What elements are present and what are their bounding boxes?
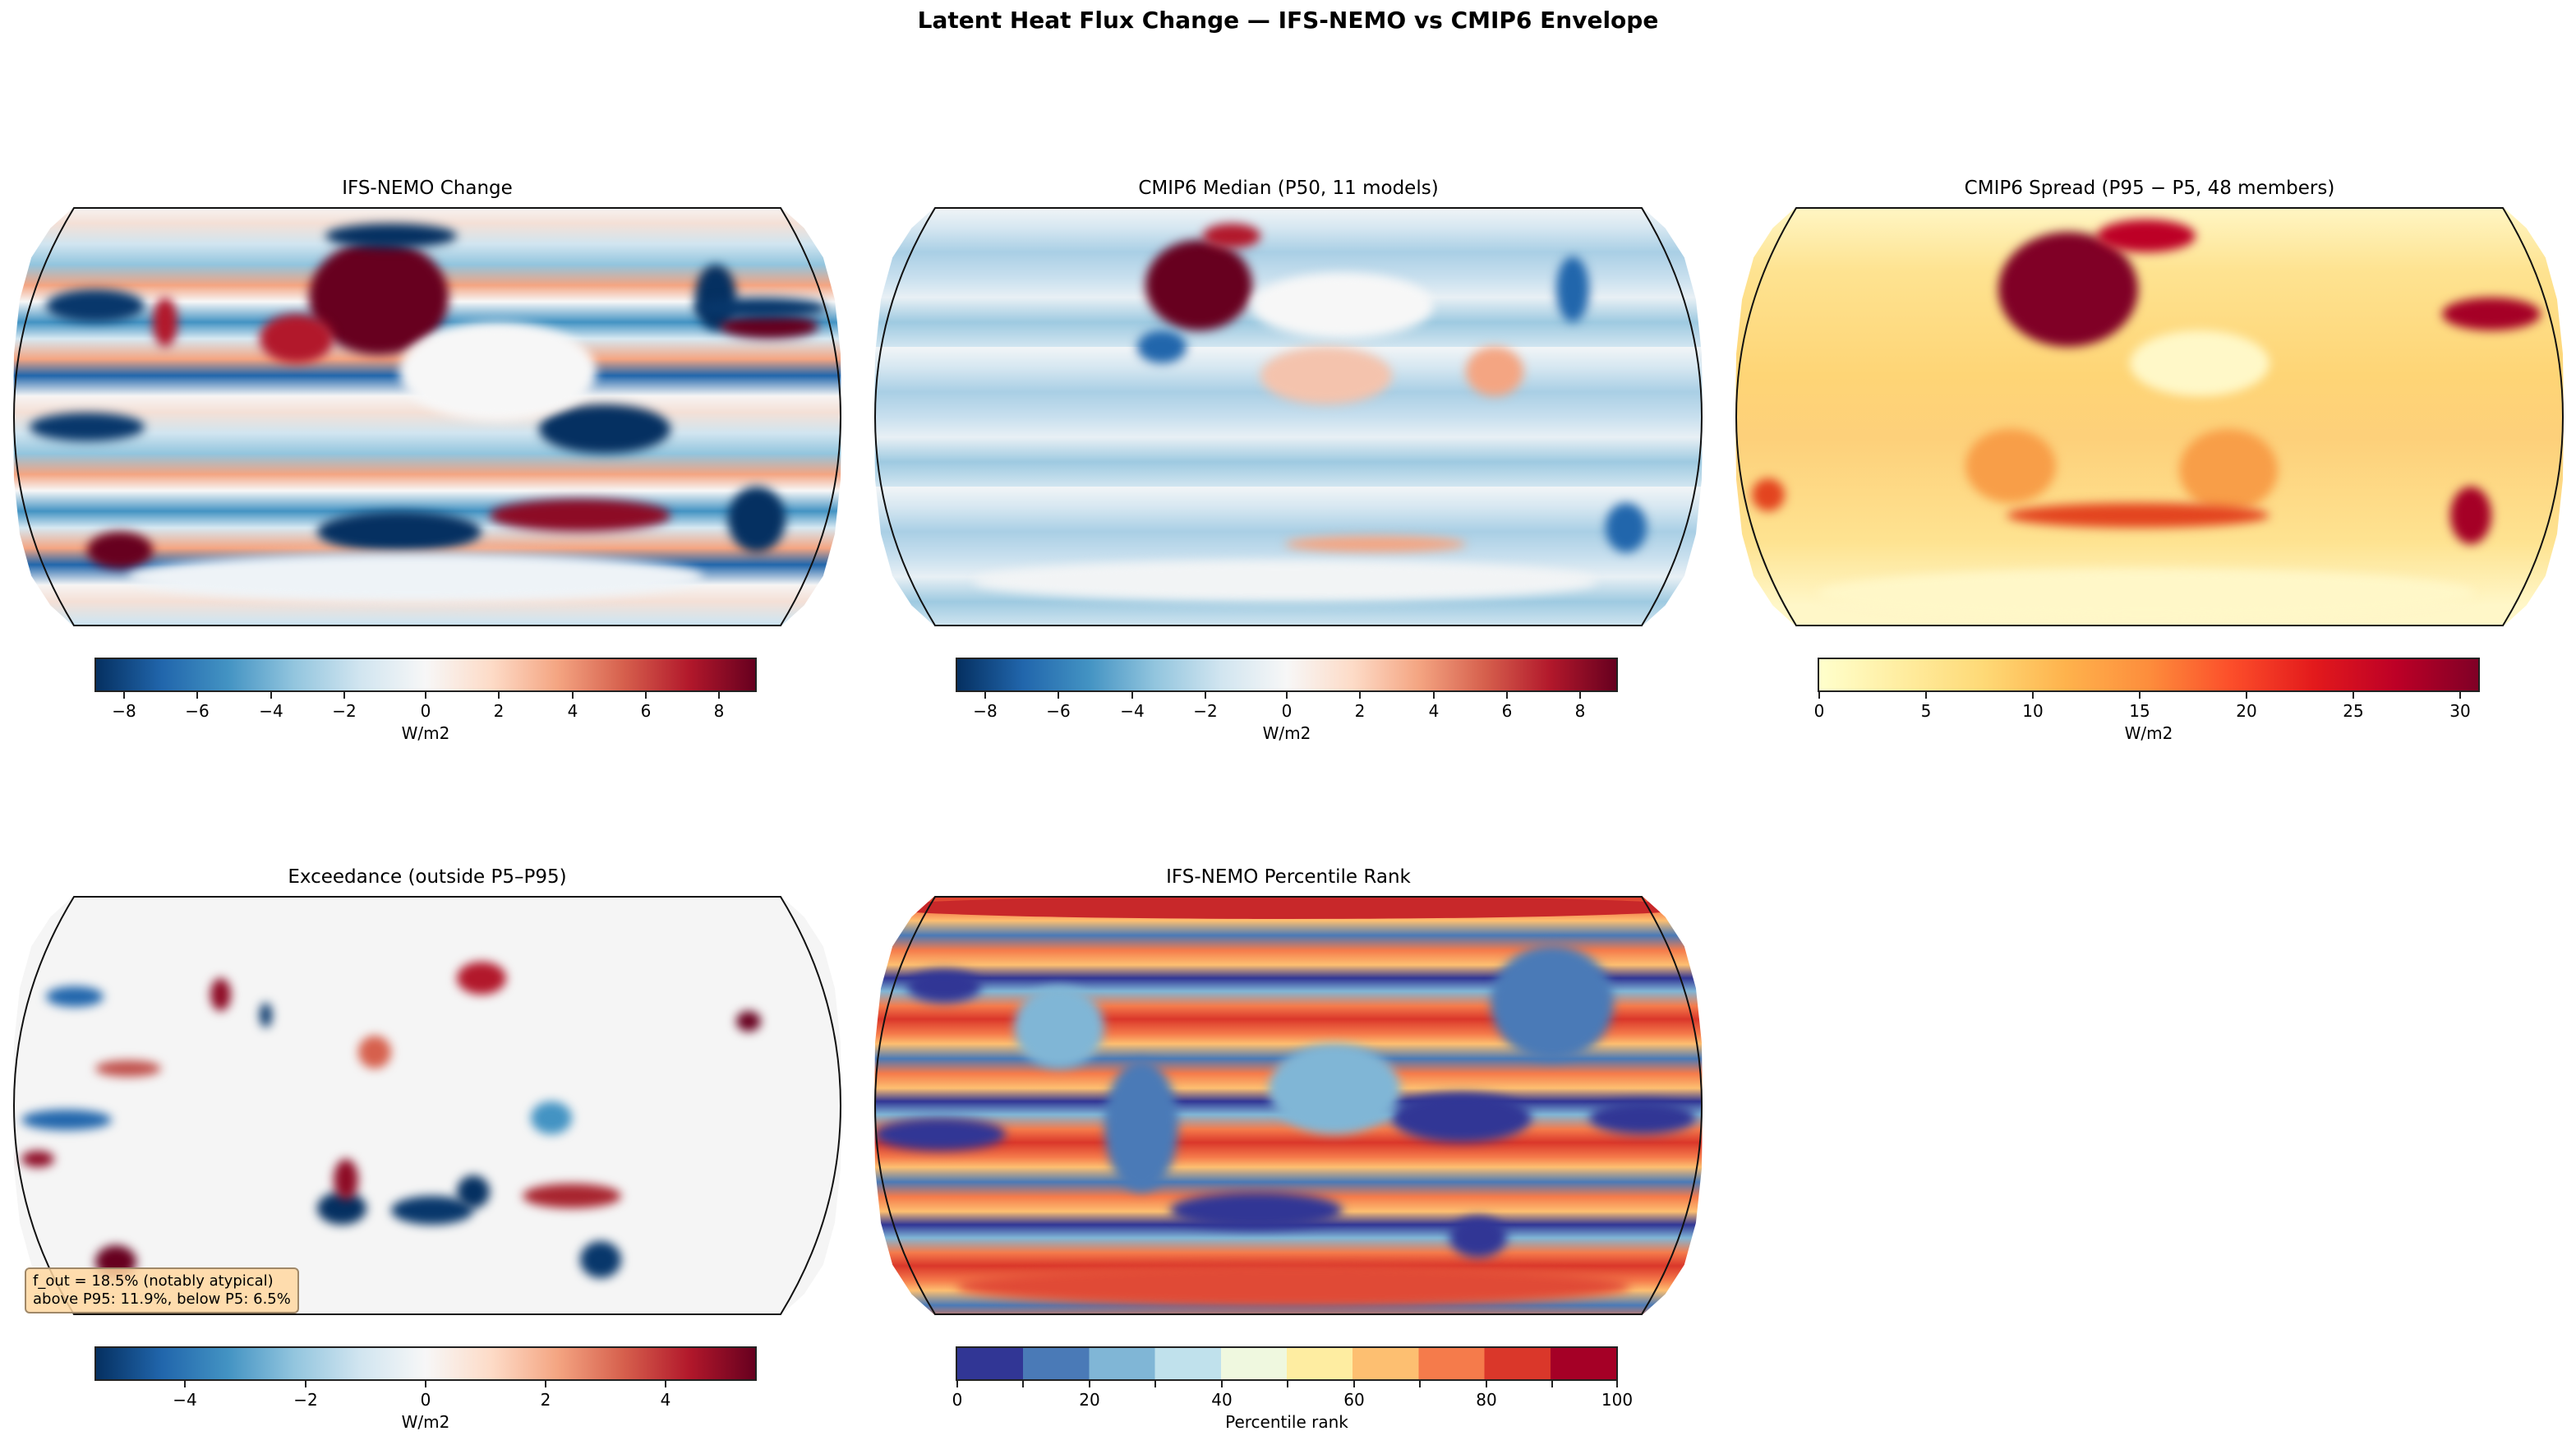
- tick-label: 40: [1211, 1390, 1233, 1410]
- tick-label: −6: [1046, 701, 1071, 721]
- tick-label: 60: [1343, 1390, 1365, 1410]
- tick-label: 0: [1281, 701, 1293, 721]
- annotation-line-f-out: f_out = 18.5% (notably atypical): [33, 1272, 274, 1290]
- colorbar-cmip6-spread: [1818, 658, 2480, 692]
- tick-label: 5: [1920, 701, 1932, 721]
- annotation-line-above-below: above P95: 11.9%, below P5: 6.5%: [33, 1290, 291, 1308]
- tick-label: −4: [259, 701, 283, 721]
- map-ifs-nemo-change: [13, 207, 841, 626]
- tick-label: −4: [173, 1390, 197, 1410]
- tick-label: 4: [567, 701, 578, 721]
- tick-label: 2: [493, 701, 505, 721]
- tick-label: 20: [1079, 1390, 1100, 1410]
- tick-label: −6: [185, 701, 210, 721]
- tick-label: −2: [332, 701, 357, 721]
- colorbar-label-percentile-rank: Percentile rank: [1225, 1412, 1348, 1432]
- exceedance-annotation: f_out = 18.5% (notably atypical) above P…: [25, 1267, 299, 1313]
- colorbar-label-ifs-nemo-change: W/m2: [401, 723, 450, 743]
- tick-label: 10: [2022, 701, 2044, 721]
- tick-label: −8: [973, 701, 998, 721]
- tick-label: 80: [1476, 1390, 1497, 1410]
- tick-label: 8: [1574, 701, 1586, 721]
- map-exceedance: [13, 896, 841, 1315]
- tick-label: 6: [640, 701, 652, 721]
- colorbar-exceedance: [94, 1346, 757, 1381]
- tick-label: −2: [293, 1390, 318, 1410]
- tick-label: 30: [2449, 701, 2471, 721]
- tick-label: 25: [2343, 701, 2364, 721]
- tick-label: 0: [420, 701, 431, 721]
- map-cmip6-spread: [1735, 207, 2564, 626]
- colorbar-cmip6-median: [956, 658, 1618, 692]
- colorbar-label-cmip6-median: W/m2: [1262, 723, 1311, 743]
- tick-label: 2: [540, 1390, 551, 1410]
- tick-label: 0: [420, 1390, 431, 1410]
- panel-title-cmip6-spread: CMIP6 Spread (P95 − P5, 48 members): [1964, 178, 2335, 199]
- tick-label: 6: [1501, 701, 1513, 721]
- panel-title-cmip6-median: CMIP6 Median (P50, 11 models): [1138, 178, 1439, 199]
- figure-suptitle: Latent Heat Flux Change — IFS-NEMO vs CM…: [917, 7, 1659, 34]
- tick-label: 4: [1428, 701, 1440, 721]
- tick-label: 0: [952, 1390, 963, 1410]
- tick-label: 8: [713, 701, 725, 721]
- tick-label: 15: [2129, 701, 2150, 721]
- colorbar-percentile-rank: [956, 1346, 1618, 1381]
- tick-label: 0: [1813, 701, 1825, 721]
- tick-label: −4: [1120, 701, 1145, 721]
- tick-label: 4: [660, 1390, 671, 1410]
- tick-label: 20: [2236, 701, 2257, 721]
- map-cmip6-median: [874, 207, 1703, 626]
- colorbar-ifs-nemo-change: [94, 658, 757, 692]
- panel-title-ifs-nemo-change: IFS-NEMO Change: [342, 178, 513, 199]
- tick-label: 100: [1601, 1390, 1634, 1410]
- tick-label: −8: [112, 701, 136, 721]
- panel-title-percentile-rank: IFS-NEMO Percentile Rank: [1166, 866, 1411, 888]
- tick-label: 2: [1354, 701, 1366, 721]
- colorbar-label-exceedance: W/m2: [401, 1412, 450, 1432]
- tick-label: −2: [1193, 701, 1218, 721]
- colorbar-label-cmip6-spread: W/m2: [2124, 723, 2173, 743]
- panel-title-exceedance: Exceedance (outside P5–P95): [288, 866, 567, 888]
- map-percentile-rank: [874, 896, 1703, 1315]
